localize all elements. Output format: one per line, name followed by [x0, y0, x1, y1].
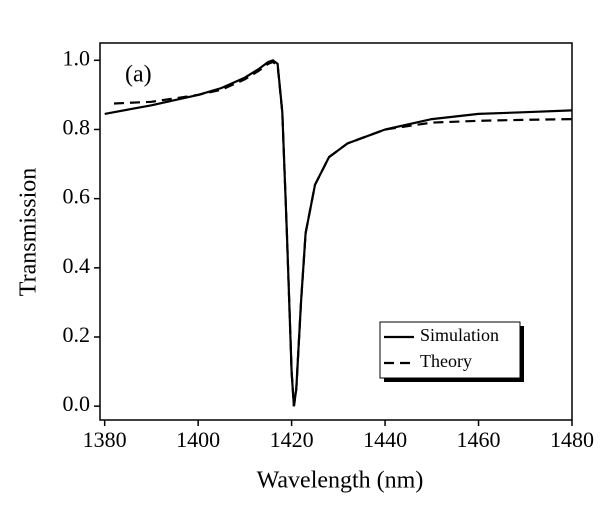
series-line [113, 60, 573, 407]
y-tick-label: 0.4 [63, 253, 91, 278]
series-line [104, 59, 573, 407]
x-tick-label: 1480 [550, 427, 594, 452]
y-tick-label: 0.8 [63, 115, 91, 140]
y-tick-label: 1.0 [63, 45, 91, 70]
y-tick-label: 0.6 [63, 184, 91, 209]
legend-box [379, 321, 521, 379]
x-tick-label: 1380 [83, 427, 127, 452]
legend-label: Theory [420, 351, 472, 371]
y-axis-label: Transmission [16, 168, 42, 296]
legend-label: Simulation [420, 325, 499, 345]
x-tick-label: 1440 [363, 427, 407, 452]
x-tick-label: 1400 [176, 427, 220, 452]
x-tick-label: 1420 [270, 427, 314, 452]
y-tick-label: 0.0 [63, 391, 91, 416]
x-tick-label: 1460 [457, 427, 501, 452]
plot-frame [99, 42, 573, 421]
y-tick-label: 0.2 [63, 322, 91, 347]
x-axis-label: Wavelength (nm) [257, 468, 424, 494]
annotation: (a) [125, 62, 152, 88]
